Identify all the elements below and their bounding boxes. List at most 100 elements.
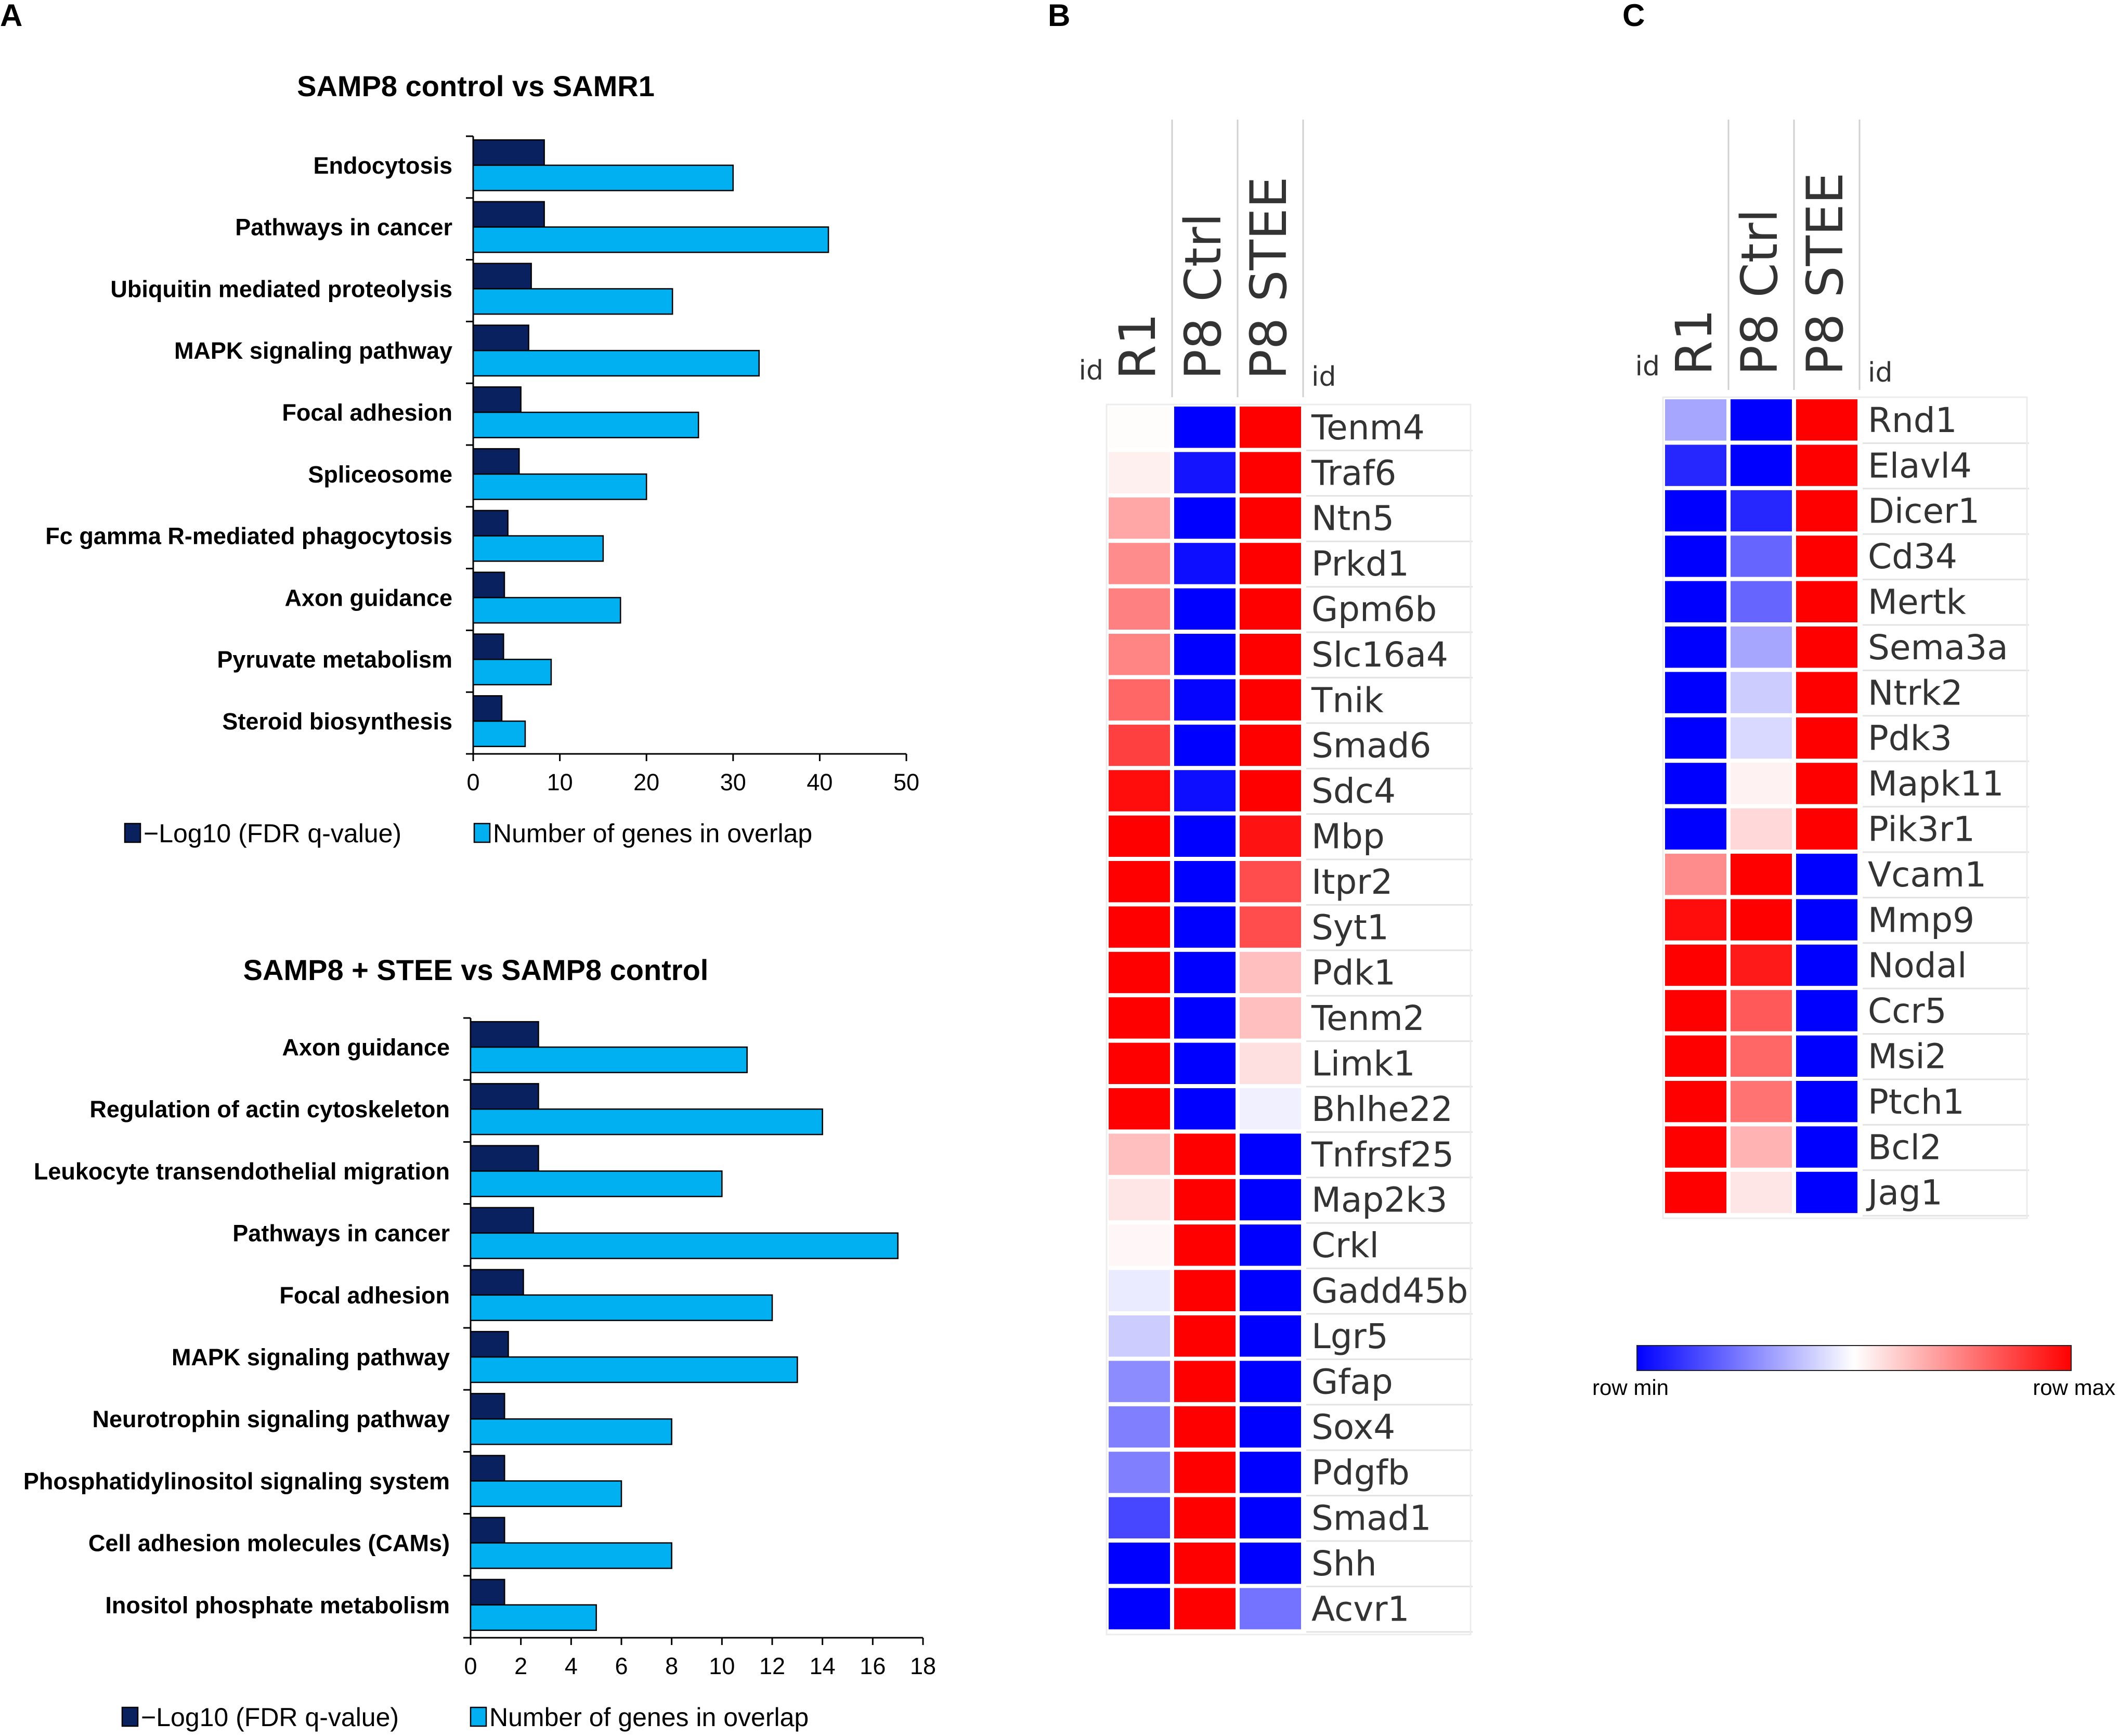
bar <box>472 201 545 228</box>
heatmap-cell <box>1665 1035 1726 1077</box>
row-label: Syt1 <box>1311 907 1389 947</box>
row-label: Acvr1 <box>1311 1589 1409 1629</box>
heatmap-cell <box>1796 490 1857 532</box>
row-label: Crkl <box>1311 1225 1379 1265</box>
row-label: Gfap <box>1311 1362 1393 1402</box>
legend-swatch <box>473 823 491 843</box>
heatmap-cell <box>1796 990 1857 1032</box>
row-label: Slc16a4 <box>1311 635 1448 675</box>
x-tick-label: 16 <box>860 1653 886 1679</box>
heatmap-cell <box>1109 906 1170 948</box>
bar <box>470 1604 597 1631</box>
heatmap-cell <box>1796 626 1857 668</box>
heatmap-cell <box>1174 634 1236 675</box>
row-label: Ntrk2 <box>1868 673 1963 713</box>
row-id-header: id <box>1868 357 1892 388</box>
corner-id-label: id <box>1635 351 1660 382</box>
heatmap-cell <box>1174 1543 1236 1584</box>
row-label: Mbp <box>1311 817 1385 857</box>
heatmap-cell <box>1240 770 1301 812</box>
heatmap-cell <box>1240 1361 1301 1402</box>
row-label: Itpr2 <box>1311 862 1393 902</box>
heatmap-cell <box>1796 1035 1857 1077</box>
bar <box>472 263 532 290</box>
x-tick-label: 2 <box>514 1653 527 1679</box>
x-tick-label: 30 <box>720 769 746 795</box>
bar <box>470 1294 773 1321</box>
row-label: Jag1 <box>1866 1173 1943 1213</box>
heatmap-frame <box>1662 396 2028 1219</box>
heatmap-cell <box>1109 407 1170 448</box>
heatmap-cell <box>1174 1588 1236 1629</box>
heatmap-cell <box>1174 1452 1236 1493</box>
heatmap-cell <box>1240 543 1301 584</box>
heatmap-cell <box>1109 1224 1170 1266</box>
heatmap-cell <box>1240 1133 1301 1175</box>
bar <box>472 288 673 315</box>
heatmap-cell <box>1731 672 1792 713</box>
heatmap-cell <box>1731 399 1792 441</box>
heatmap-cell <box>1240 951 1301 994</box>
bar <box>472 597 621 624</box>
heatmap-cell <box>1240 588 1301 630</box>
heatmap-cell <box>1796 399 1857 441</box>
row-label: Prkd1 <box>1311 544 1409 584</box>
color-scale-legend: row min row max <box>1592 1345 2115 1400</box>
bar <box>472 510 509 537</box>
bar <box>470 1083 539 1110</box>
category-label: Steroid biosynthesis <box>222 708 452 735</box>
bar <box>470 1207 535 1234</box>
heatmap-cell <box>1174 861 1236 903</box>
bar <box>470 1418 672 1445</box>
heatmap-cell <box>1665 1171 1726 1213</box>
heatmap-cell <box>1109 1088 1170 1130</box>
bar <box>472 139 545 166</box>
category-label: Regulation of actin cytoskeleton <box>89 1096 450 1122</box>
heatmap-cell <box>1240 1088 1301 1130</box>
column-label: P8 Ctrl <box>1174 213 1232 380</box>
category-label: Pyruvate metabolism <box>217 646 452 673</box>
heatmap-cell <box>1109 1361 1170 1402</box>
row-label: Limk1 <box>1311 1044 1415 1084</box>
category-label: Neurotrophin signaling pathway <box>92 1406 450 1432</box>
heatmap-cell <box>1109 770 1170 812</box>
heatmap-cell <box>1240 1452 1301 1493</box>
row-label: Tenm4 <box>1311 408 1425 448</box>
bar <box>470 1232 899 1259</box>
row-label: Rnd1 <box>1868 400 1957 440</box>
heatmap-cell <box>1174 679 1236 721</box>
row-label: Lgr5 <box>1311 1316 1388 1356</box>
heatmap-cell <box>1665 672 1726 713</box>
heatmap-cell <box>1174 1497 1236 1538</box>
heatmap-cell <box>1174 770 1236 812</box>
heatmap-cell <box>1796 1081 1857 1122</box>
row-label: Gpm6b <box>1311 590 1437 630</box>
row-label: Dicer1 <box>1868 491 1980 531</box>
heatmap-cell <box>1731 490 1792 532</box>
legend-swatch <box>121 1706 139 1727</box>
heatmap-cell <box>1796 672 1857 713</box>
category-label: MAPK signaling pathway <box>172 1344 450 1370</box>
bar <box>470 1046 748 1074</box>
bar <box>472 695 503 722</box>
heatmap-cell <box>1109 815 1170 857</box>
row-label: Smad1 <box>1311 1498 1432 1538</box>
row-label: Smad6 <box>1311 726 1432 766</box>
bar <box>472 535 604 562</box>
heatmap-cell <box>1731 581 1792 622</box>
heatmap-cell <box>1174 951 1236 994</box>
row-label: Mmp9 <box>1868 900 1974 940</box>
row-label: Pik3r1 <box>1868 810 1975 850</box>
heatmap-cell <box>1731 899 1792 941</box>
x-tick-label: 18 <box>910 1653 936 1679</box>
heatmap-cell <box>1240 1588 1301 1629</box>
heatmap-cell <box>1665 944 1726 986</box>
heatmap-cell <box>1174 497 1236 539</box>
corner-id-label: id <box>1079 355 1103 386</box>
heatmap-cell <box>1174 543 1236 584</box>
heatmap-cell <box>1665 763 1726 804</box>
row-label: Msi2 <box>1868 1037 1947 1077</box>
heatmap-cell <box>1174 906 1236 948</box>
panel-label-b: B <box>1048 0 1070 33</box>
heatmap-frame <box>1106 403 1472 1636</box>
